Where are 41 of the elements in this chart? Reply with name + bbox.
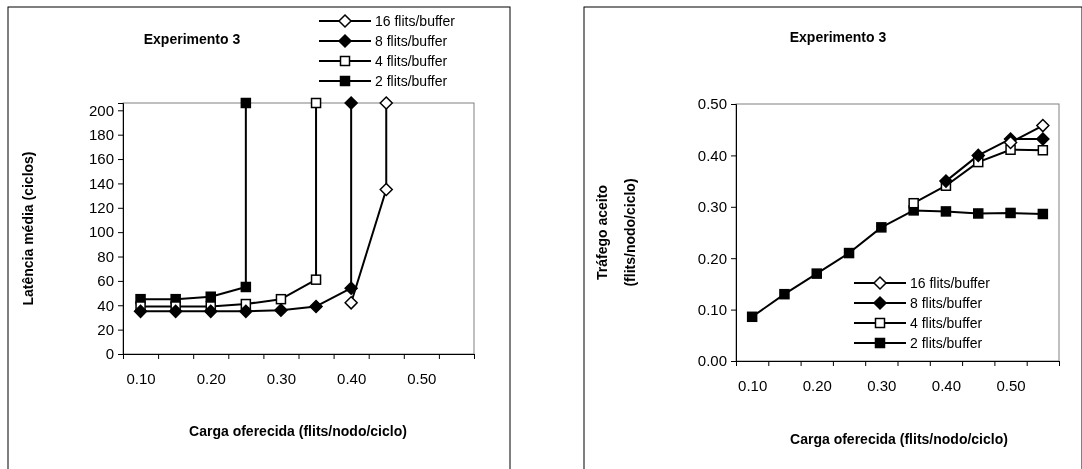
y-tick-label: 160	[88, 150, 114, 168]
y-tick-label: 140	[88, 174, 114, 192]
y-axis-title: Tráfego aceito (flits/nodo/ciclo)	[593, 178, 638, 287]
legend-label: 4 flits/buffer	[910, 314, 983, 331]
y-tick-label: 20	[97, 320, 114, 338]
x-axis-title: Carga oferecida (flits/nodo/ciclo)	[189, 423, 407, 439]
legend-label: 2 flits/buffer	[910, 334, 983, 351]
y-tick-label: 0.00	[697, 352, 727, 370]
x-tick-label: 0.10	[126, 369, 156, 387]
legend-label: 2 flits/buffer	[375, 72, 448, 89]
y-tick-label: 0.20	[697, 249, 727, 267]
x-tick-label: 0.20	[196, 369, 226, 387]
y-tick-label: 0	[105, 345, 114, 363]
x-tick-label: 0.30	[867, 376, 897, 394]
legend-label: 8 flits/buffer	[375, 32, 448, 49]
y-tick-label: 180	[88, 125, 114, 143]
y-tick-label: 80	[97, 247, 114, 265]
legend-label: 8 flits/buffer	[910, 294, 983, 311]
y-tick-label: 40	[97, 296, 114, 314]
y-tick-label: 0.10	[697, 300, 727, 318]
x-tick-label: 0.40	[931, 376, 962, 394]
x-axis-title: Carga oferecida (flits/nodo/ciclo)	[790, 431, 1008, 447]
legend-label: 4 flits/buffer	[375, 52, 448, 69]
chart-title: Experimento 3	[143, 31, 241, 47]
y-tick-label: 120	[88, 199, 114, 217]
x-tick-label: 0.10	[738, 376, 768, 394]
y-tick-label: 200	[88, 101, 114, 119]
y-tick-label: 60	[97, 272, 114, 290]
y-tick-label: 0.40	[697, 146, 727, 164]
x-tick-label: 0.40	[337, 369, 367, 387]
chart-title: Experimento 3	[789, 29, 887, 45]
x-tick-label: 0.50	[407, 369, 437, 387]
x-tick-label: 0.20	[802, 376, 832, 394]
y-tick-label: 0.30	[697, 198, 727, 216]
legend-label: 16 flits/buffer	[375, 12, 456, 29]
y-tick-label: 100	[88, 223, 114, 241]
y-tick-label: 0.50	[697, 95, 727, 113]
y-axis-title: Latência média (ciclos)	[19, 151, 36, 306]
x-tick-label: 0.50	[996, 376, 1026, 394]
legend-label: 16 flits/buffer	[910, 274, 991, 291]
x-tick-label: 0.30	[266, 369, 297, 387]
